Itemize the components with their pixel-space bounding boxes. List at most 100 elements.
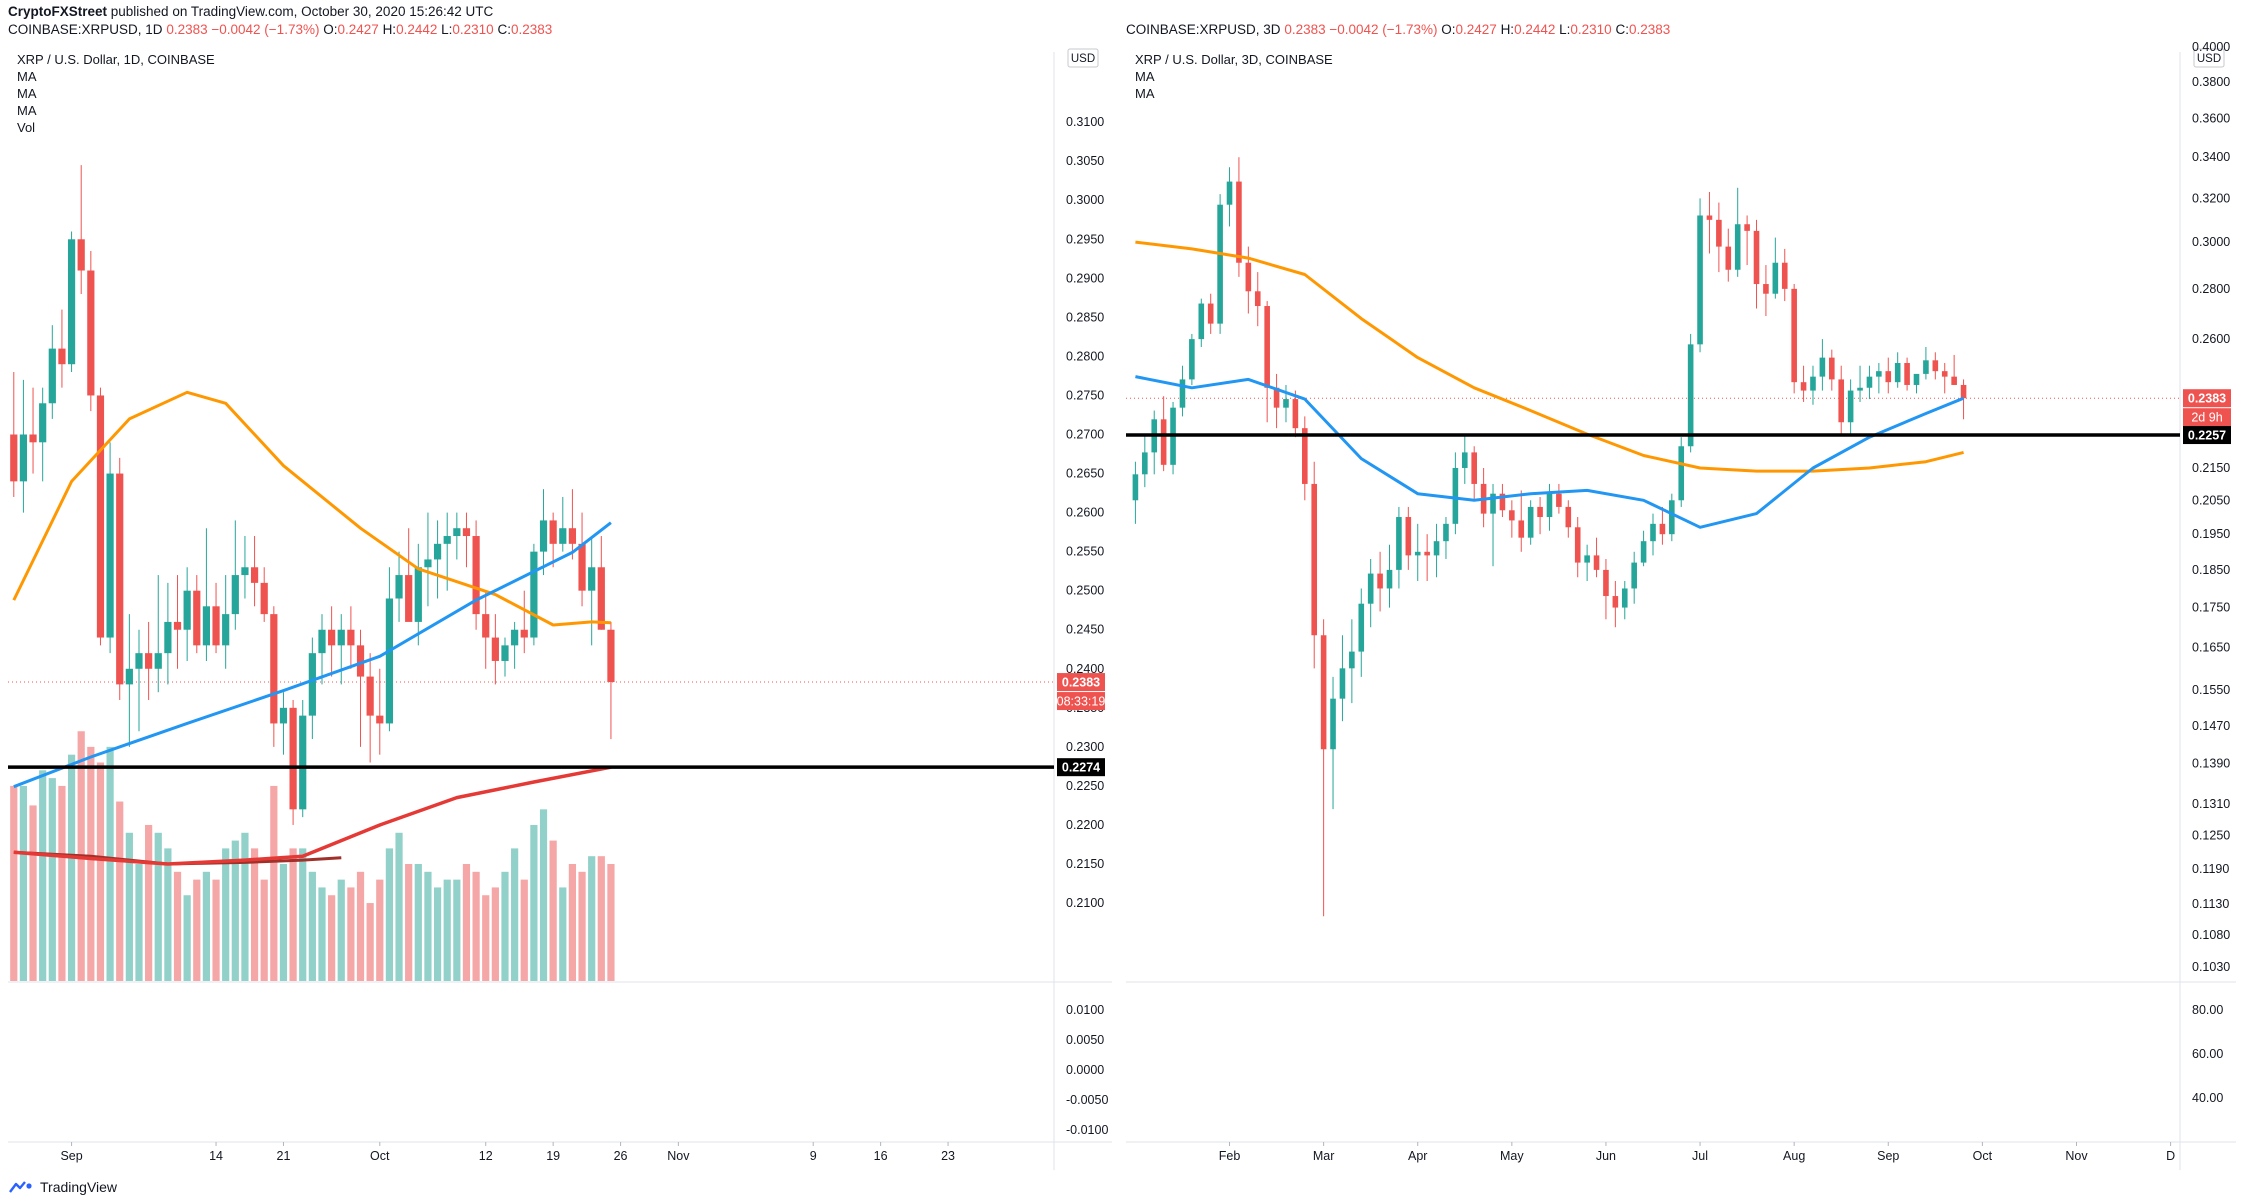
candle-body [549,520,557,544]
candle-body [87,270,95,396]
y-tick-label: 0.2150 [1066,857,1104,871]
tradingview-footer[interactable]: TradingView [8,1176,117,1198]
publisher-name[interactable]: CryptoFXStreet [8,4,108,19]
osc-tick-label: 0.0100 [1066,1003,1104,1017]
candle-body [462,528,471,537]
candle-body [597,567,605,630]
price-tag-label: 0.2383 [1062,676,1100,690]
y-tick-label: 0.3800 [2192,75,2230,89]
volume-bar [462,864,471,981]
price-tag-label: 0.2257 [2188,429,2226,443]
y-tick-label: 0.2100 [1066,896,1104,910]
volume-bar [597,856,605,981]
volume-bar [96,762,105,981]
price-tag-box [1057,758,1105,777]
right-symbol: COINBASE:XRPUSD, 3D [1126,22,1281,37]
right-chart-panel[interactable]: XRP / U.S. Dollar, 3D, COINBASEMAMAUSD0.… [1126,40,2236,1170]
candle-body [443,536,451,544]
volume-bar [289,848,297,981]
x-tick-label: Nov [2065,1149,2088,1163]
y-tick-label: 0.1250 [2192,829,2230,843]
candle-body [1847,390,1854,423]
x-tick-label: 12 [479,1149,493,1163]
candle-body [1386,569,1393,589]
volume-bar [48,778,56,981]
candle-body [1452,467,1459,524]
candle-body [1885,371,1892,383]
candle-body [1725,246,1732,270]
right-ohlc-line: COINBASE:XRPUSD, 3D 0.2383 −0.0042 (−1.7… [1126,22,1670,37]
candle-body [77,239,85,271]
candle-body [1377,573,1383,589]
volume-bar [433,887,442,981]
candle-body [376,715,384,724]
x-tick-label: D [2166,1149,2175,1163]
volume-bar [260,879,268,981]
candle-body [1198,303,1205,340]
x-tick-label: 26 [614,1149,628,1163]
candle-body [482,614,490,638]
volume-bar [106,746,114,981]
osc-tick-label: 40.00 [2192,1091,2223,1105]
y-tick-label: 0.2550 [1066,545,1104,559]
x-tick-label: May [1500,1149,1524,1163]
tradingview-brand: TradingView [40,1179,118,1195]
left-ohlc-line: COINBASE:XRPUSD, 1D 0.2383 −0.0042 (−1.7… [8,22,552,37]
price-tag-label: 0.2274 [1062,761,1100,775]
y-tick-label: 0.1030 [2192,960,2230,974]
candle-body [1471,452,1477,484]
left-chart-panel[interactable]: XRP / U.S. Dollar, 1D, COINBASE MA MA MA Vol… [8,48,1112,1170]
volume-bar [183,895,191,981]
left-change: −0.0042 (−1.73%) [211,22,320,37]
candle-body [1226,181,1233,205]
y-tick-label: 0.2250 [1066,779,1104,793]
y-tick-label: 0.2850 [1066,310,1104,324]
countdown-label: 2d 9h [2191,411,2222,425]
candle-body [1791,288,1797,383]
candle-body [1142,452,1148,475]
candle-body [67,239,76,365]
volume-bar [356,871,365,981]
candle-body [1923,360,1929,374]
candle-body [1894,363,1901,383]
legend-item: MA [1135,69,1155,84]
ma-blue-line [1135,375,1965,529]
candle-body [250,567,259,583]
candle-body [58,348,66,365]
volume-bar [10,785,18,981]
candle-body [48,348,56,404]
currency-box [2193,48,2225,68]
candle-body [116,473,124,685]
left-high-label: H: [382,22,397,37]
x-tick-label: Apr [1408,1149,1427,1163]
candle-body [1546,493,1553,518]
y-tick-label: 0.3600 [2192,111,2230,125]
candle-body [241,567,249,576]
x-tick-label: Aug [1783,1149,1805,1163]
y-tick-label: 0.2500 [1066,584,1104,598]
volume-bar [568,864,577,981]
price-tag-box [1057,673,1105,692]
candle-body [511,629,519,646]
candle-body [1320,635,1327,750]
volume-bar [116,801,124,981]
candle-body [424,559,432,568]
candle-body [1424,551,1430,556]
x-tick-label: 23 [941,1149,955,1163]
volume-bar [453,879,461,981]
right-close-label: C: [1615,22,1629,37]
candle-body [1640,541,1647,563]
volume-bar [482,895,490,981]
volume-bar [241,832,249,981]
right-high-label: H: [1500,22,1515,37]
candle-body [135,653,143,669]
candle-body [453,528,461,537]
y-tick-label: 0.2450 [1066,623,1104,637]
candle-body [1499,493,1506,511]
volume-bar [511,848,519,981]
published-text: published on TradingView.com, October 30… [107,4,494,19]
osc-tick-label: 0.0000 [1066,1063,1104,1077]
volume-bar [318,887,326,981]
candle-body [1339,668,1346,699]
